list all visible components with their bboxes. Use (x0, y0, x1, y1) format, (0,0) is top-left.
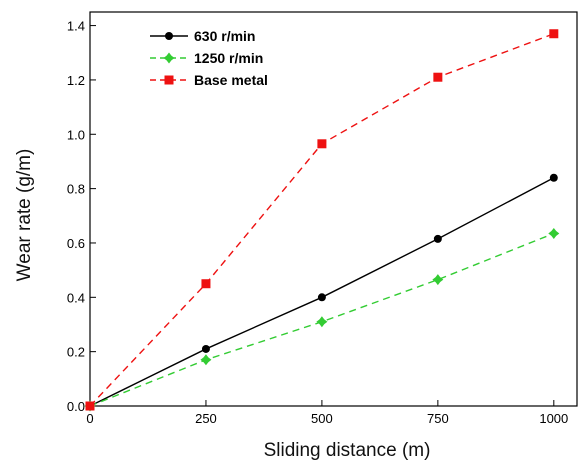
y-tick-label: 0.4 (67, 290, 85, 305)
y-tick-label: 1.2 (67, 73, 85, 88)
x-tick-label: 1000 (539, 411, 568, 426)
axes: 0 250 500 750 1000 0.0 0.2 0.4 0.6 0.8 1.0 1.2 1.4 (67, 11, 578, 426)
series-layer (84, 29, 560, 412)
x-tick-label: 500 (311, 411, 333, 426)
y-tick-label: 0.0 (67, 399, 85, 414)
data-point (317, 293, 326, 302)
data-point (165, 32, 173, 40)
legend: 630 r/min 1250 r/min Base metal (150, 28, 268, 88)
legend-item: 1250 r/min (150, 50, 263, 66)
x-tick-label: 750 (427, 411, 449, 426)
series-line (89, 177, 555, 407)
data-point (433, 72, 443, 82)
series-base-metal (85, 29, 559, 411)
series-line (89, 33, 555, 407)
x-tick-label: 0 (86, 411, 93, 426)
y-tick-label: 0.6 (67, 236, 85, 251)
data-point (548, 227, 560, 239)
data-point (85, 401, 95, 411)
legend-label: 630 r/min (194, 28, 255, 44)
y-tick-label: 0.8 (67, 182, 85, 197)
data-point (163, 52, 175, 64)
y-tick-label: 1.0 (67, 127, 85, 142)
data-point (201, 344, 210, 353)
data-point (549, 173, 558, 182)
data-point (432, 274, 444, 286)
legend-item: Base metal (150, 72, 268, 88)
x-axis-title: Sliding distance (m) (264, 440, 431, 461)
x-tick-label: 250 (195, 411, 217, 426)
data-point (433, 234, 442, 243)
y-tick-label: 0.2 (67, 345, 85, 360)
data-point (316, 316, 328, 328)
plot-frame (89, 11, 578, 407)
data-point (549, 29, 559, 39)
legend-label: 1250 r/min (194, 50, 263, 66)
data-point (164, 75, 174, 85)
legend-label: Base metal (194, 72, 268, 88)
legend-item: 630 r/min (150, 28, 255, 44)
y-axis-title: Wear rate (g/m) (14, 149, 35, 282)
data-point (200, 354, 212, 366)
data-point (317, 139, 327, 149)
y-tick-label: 1.4 (67, 19, 85, 34)
data-point (201, 279, 211, 289)
series-1250-r-min (84, 227, 560, 412)
series-630-r-min (86, 173, 558, 410)
